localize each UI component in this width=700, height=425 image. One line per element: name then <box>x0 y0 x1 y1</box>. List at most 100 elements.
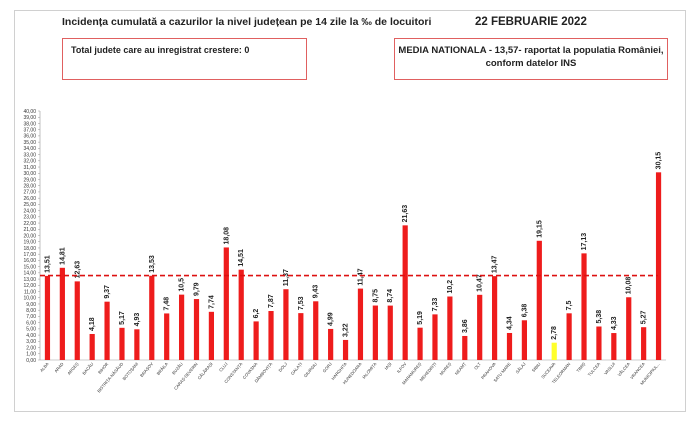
bar-value-label: 3,86 <box>462 319 469 333</box>
bar <box>59 267 65 360</box>
bar-value-label: 5,17 <box>119 311 126 325</box>
bar-value-label: 4,18 <box>89 317 96 331</box>
bar <box>506 332 513 360</box>
bar <box>477 294 483 360</box>
category-label: BIHOR <box>97 361 109 374</box>
bar <box>193 299 200 360</box>
bar <box>298 313 304 360</box>
bar-value-label: 6,2 <box>253 309 260 319</box>
bar-value-label: 14,51 <box>238 249 245 267</box>
bar-value-label: 7,33 <box>432 298 439 312</box>
y-tick-label: 26,00 <box>23 196 36 202</box>
bar-value-label: 9,43 <box>313 285 320 299</box>
y-tick-label: 16,00 <box>23 258 36 264</box>
y-tick-label: 14,00 <box>23 271 36 277</box>
bar-value-label: 14,81 <box>59 247 66 265</box>
bar <box>417 327 423 360</box>
bar <box>268 311 274 360</box>
bar <box>432 314 438 360</box>
bar <box>596 326 602 360</box>
bar <box>551 342 557 360</box>
bar-value-label: 8,75 <box>372 289 379 303</box>
y-tick-label: 29,00 <box>23 177 36 183</box>
bar <box>328 328 334 360</box>
category-label: VÂLCEA <box>617 361 632 377</box>
category-label: GORJ <box>322 361 333 373</box>
national-average-source: conform datelor INS <box>485 58 577 69</box>
y-tick-label: 18,00 <box>23 246 36 252</box>
bar-value-label: 7,53 <box>298 296 305 310</box>
bar <box>447 296 453 360</box>
bar-value-label: 13,51 <box>44 255 51 273</box>
bar <box>238 269 244 360</box>
bar-value-label: 4,33 <box>611 316 618 330</box>
bar <box>223 247 229 360</box>
bar <box>253 321 259 360</box>
y-tick-label: 28,00 <box>23 184 36 190</box>
bar-value-label: 4,99 <box>328 312 335 326</box>
bar-value-label: 21,63 <box>402 205 409 223</box>
category-label: GIURGIU <box>303 361 318 378</box>
category-label: BRĂILA <box>156 361 170 376</box>
bar-value-label: 4,93 <box>134 313 141 327</box>
bar <box>491 276 498 360</box>
bar-value-label: 7,5 <box>566 300 573 310</box>
national-average-box: MEDIA NATIONALA - 13,57- raportat la pop… <box>394 38 668 80</box>
y-tick-label: 30,00 <box>23 171 36 177</box>
y-tick-label: 34,00 <box>23 146 36 152</box>
bar <box>283 289 289 360</box>
bar-value-label: 8,74 <box>387 289 394 303</box>
bar <box>178 294 185 360</box>
y-tick-label: 35,00 <box>23 140 36 146</box>
y-tick-label: 22,00 <box>23 221 36 227</box>
y-tick-label: 32,00 <box>23 159 36 165</box>
y-tick-label: 23,00 <box>23 215 36 221</box>
bar-value-label: 9,79 <box>194 282 201 296</box>
y-tick-label: 39,00 <box>23 115 36 121</box>
bar <box>521 320 528 360</box>
bar-value-label: 11,37 <box>283 269 290 286</box>
bar-value-label: 7,87 <box>268 294 275 308</box>
bar-value-label: 9,37 <box>104 285 111 299</box>
national-average-text: MEDIA NATIONALA - 13,57- raportat la pop… <box>398 45 664 56</box>
growth-counties-text: Total judete care au inregistrat crester… <box>71 45 250 55</box>
category-label: GALAȚI <box>290 361 303 376</box>
category-label: TIMIȘ <box>575 361 586 373</box>
bar <box>357 288 364 360</box>
y-tick-label: 7,00 <box>26 314 36 320</box>
y-tick-label: 1,00 <box>26 352 36 358</box>
y-tick-label: 40,00 <box>23 109 36 115</box>
category-label: TULCEA <box>587 361 602 377</box>
category-label: CĂLĂRAȘI <box>197 361 214 380</box>
bar <box>462 335 468 360</box>
bar-value-label: 5,38 <box>596 310 603 324</box>
bar-value-label: 30,15 <box>656 152 663 170</box>
category-label: ARAD <box>53 361 64 373</box>
bar <box>402 225 408 360</box>
category-label: SĂLAJ <box>515 361 527 374</box>
bar-value-label: 10,2 <box>447 280 454 294</box>
bar-value-label: 6,38 <box>521 304 528 318</box>
y-tick-label: 15,00 <box>23 264 36 270</box>
category-label: CLUJ <box>218 361 229 372</box>
bar-value-label: 5,19 <box>417 311 424 325</box>
bar <box>342 339 349 360</box>
y-tick-label: 11,00 <box>24 289 36 295</box>
bar <box>581 253 587 360</box>
category-label: MUREȘ <box>439 361 453 376</box>
y-tick-label: 17,00 <box>23 252 36 258</box>
y-tick-label: 8,00 <box>26 308 36 314</box>
y-tick-label: 38,00 <box>23 121 36 127</box>
bar-value-label: 7,74 <box>208 295 215 309</box>
bar <box>89 333 95 360</box>
bar <box>626 297 632 360</box>
category-label: ARGEȘ <box>66 361 79 376</box>
y-tick-label: 9,00 <box>26 302 36 308</box>
y-tick-label: 10,00 <box>23 296 36 302</box>
y-tick-label: 3,00 <box>26 339 36 345</box>
growth-counties-box: Total judete care au inregistrat crester… <box>62 38 307 80</box>
category-label: SIBIU <box>531 361 542 373</box>
y-tick-label: 13,00 <box>23 277 36 283</box>
bar-value-label: 12,63 <box>74 261 81 279</box>
